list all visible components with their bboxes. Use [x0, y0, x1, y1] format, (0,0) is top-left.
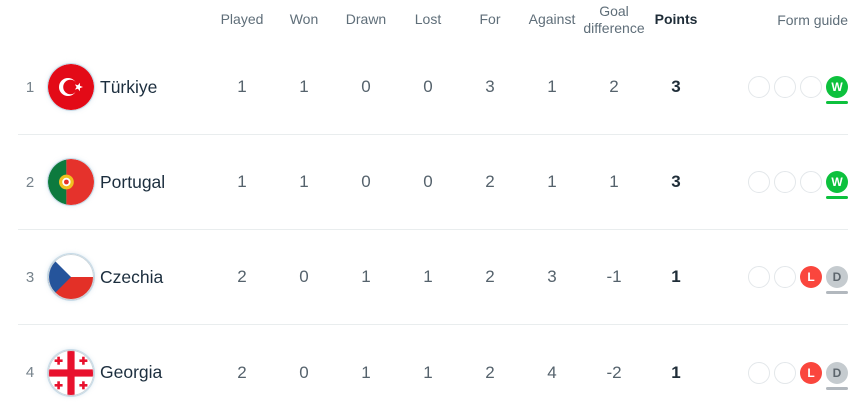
team-name: Portugal: [100, 171, 166, 192]
won-value: 1: [299, 172, 309, 191]
form-circle-empty: [800, 171, 822, 193]
form-guide: W: [707, 171, 856, 199]
played-value: 2: [237, 362, 247, 382]
table-row-georgia[interactable]: 4: [18, 325, 848, 406]
col-header-lost: Lost: [414, 11, 442, 28]
position-number: 4: [25, 364, 35, 381]
table-header-row: Played Won Drawn Lost For Against Goal d…: [18, 0, 848, 40]
form-circle-empty: [748, 266, 770, 288]
points-value: 3: [671, 77, 681, 96]
form-circle-empty: [774, 361, 796, 384]
turkiye-flag-icon: [48, 64, 94, 110]
points-value: 1: [671, 267, 681, 286]
goals-for-value: 3: [485, 77, 495, 96]
goals-against-value: 3: [547, 267, 557, 286]
team-name: Türkiye: [100, 76, 158, 97]
form-circle-empty: [748, 76, 770, 98]
goals-for-value: 2: [485, 172, 495, 191]
drawn-value: 0: [361, 172, 371, 191]
goal-difference-value: 2: [609, 77, 619, 96]
team-name: Czechia: [100, 266, 164, 287]
form-circle-empty: [800, 76, 822, 98]
form-circle-draw: D: [826, 266, 848, 294]
lost-value: 1: [423, 362, 433, 382]
goal-difference-value: -1: [606, 267, 622, 286]
table-row-portugal[interactable]: 2 Portugal 1 1: [18, 135, 848, 230]
form-circle-empty: [774, 76, 796, 98]
goal-difference-value: -2: [606, 362, 622, 382]
position-number: 3: [25, 268, 35, 286]
form-circle-empty: [774, 171, 796, 193]
team-name: Georgia: [100, 362, 163, 382]
col-header-for: For: [479, 11, 501, 28]
lost-value: 0: [423, 77, 433, 96]
col-header-goal-difference: Goal difference: [583, 2, 645, 37]
points-value: 1: [671, 362, 681, 382]
col-header-against: Against: [528, 11, 576, 28]
form-guide: W: [707, 76, 856, 104]
table-row-czechia[interactable]: 3 Czechia 2 0 1 1: [18, 230, 848, 325]
goals-against-value: 4: [547, 362, 557, 382]
col-header-drawn: Drawn: [345, 11, 387, 28]
form-circle-loss: L: [800, 361, 822, 384]
goal-difference-value: 1: [609, 172, 619, 191]
form-circle-loss: L: [800, 266, 822, 288]
table-row-turkiye[interactable]: 1 Türkiye 1 1 0 0 3 1 2 3: [18, 40, 848, 135]
form-circle-win: W: [826, 76, 848, 104]
form-circle-empty: [748, 361, 770, 384]
goals-against-value: 1: [547, 77, 557, 96]
form-circle-win: W: [826, 171, 848, 199]
goals-against-value: 1: [547, 172, 557, 191]
lost-value: 1: [423, 267, 433, 286]
col-header-points: Points: [654, 11, 698, 28]
lost-value: 0: [423, 172, 433, 191]
position-number: 1: [25, 78, 35, 96]
form-circle-empty: [748, 171, 770, 193]
col-header-form-guide: Form guide: [777, 12, 848, 28]
drawn-value: 0: [361, 77, 371, 96]
points-value: 3: [671, 172, 681, 191]
played-value: 1: [237, 172, 247, 191]
drawn-value: 1: [361, 362, 371, 382]
form-circle-draw: D: [826, 361, 848, 390]
form-circle-empty: [774, 266, 796, 288]
form-guide: L D: [707, 266, 856, 294]
played-value: 1: [237, 77, 247, 96]
drawn-value: 1: [361, 267, 371, 286]
form-guide: L D: [707, 361, 856, 390]
portugal-flag-icon: [48, 159, 94, 205]
won-value: 0: [299, 267, 309, 286]
goals-for-value: 2: [485, 362, 495, 382]
czechia-flag-icon: [48, 254, 94, 300]
goals-for-value: 2: [485, 267, 495, 286]
col-header-won: Won: [289, 11, 319, 28]
played-value: 2: [237, 267, 247, 286]
georgia-flag-icon: [48, 349, 94, 396]
won-value: 1: [299, 77, 309, 96]
won-value: 0: [299, 362, 309, 382]
col-header-played: Played: [220, 11, 264, 28]
position-number: 2: [25, 173, 35, 191]
